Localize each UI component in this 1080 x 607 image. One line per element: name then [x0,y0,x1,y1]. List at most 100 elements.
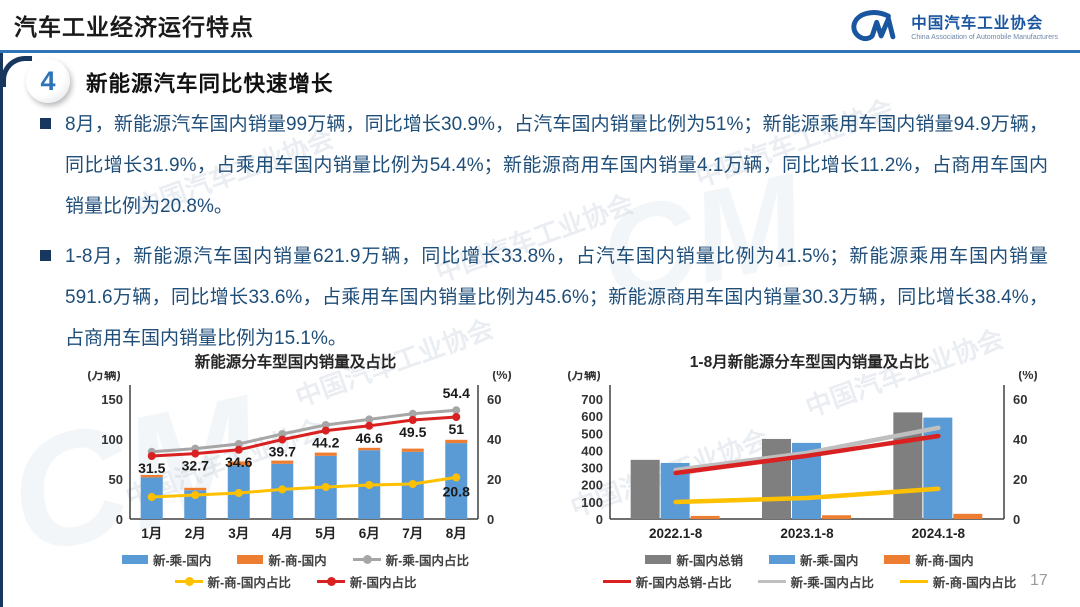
svg-text:40: 40 [487,432,501,447]
svg-text:0: 0 [1013,512,1020,527]
legend-line-swatch-icon [316,577,345,586]
svg-text:(万辆): (万辆) [567,371,600,382]
page-number: 17 [1030,572,1048,589]
legend-row: 新-商-国内占比 新-国内占比 [174,572,417,591]
legend-label: 新-国内总销-占比 [635,576,732,590]
svg-text:300: 300 [581,461,603,476]
bullet-august-text: 8月，新能源汽车国内销量99万辆，同比增长30.9%，占汽车国内销量比例为51%… [65,114,1048,217]
legend-item: 新-乘-国内占比 [352,550,469,569]
svg-text:600: 600 [581,409,603,424]
legend-item: 新-商-国内 [237,550,327,569]
page-title: 汽车工业经济运行特点 [14,14,254,40]
svg-text:54.4: 54.4 [443,385,470,401]
legend-bar-swatch-icon [645,555,672,564]
bullet-square-icon [40,118,51,129]
legend-bar-swatch-icon [884,555,911,564]
chart-monthly-nev: 新能源分车型国内销量及占比 0 50 100 150 0 20 40 60 (万辆) (%) 1月 2… [58,350,533,591]
section-title: 新能源汽车同比快速增长 [86,72,334,96]
svg-text:4月: 4月 [272,526,293,541]
legend-label: 新-乘-国内占比 [385,554,469,568]
legend-bar-swatch-icon [122,555,148,564]
section-number-badge: 4 [26,59,70,103]
svg-text:400: 400 [581,443,603,458]
svg-text:1月: 1月 [141,526,162,541]
chart-ytd-nev: 1-8月新能源分车型国内销量及占比 0 100 200 300 400 500 600 700… [552,350,1067,591]
svg-text:(%): (%) [492,371,511,382]
svg-text:(%): (%) [1018,371,1037,382]
legend-item: 新-商-国内占比 [174,572,291,591]
legend-label: 新-商-国内 [268,554,327,568]
legend-label: 新-乘-国内占比 [790,576,874,590]
legend-line-swatch-icon [602,577,631,586]
svg-text:49.5: 49.5 [399,424,426,440]
legend-item: 新-乘-国内 [769,550,858,569]
legend-line-swatch-icon [352,555,381,564]
legend-item: 新-商-国内占比 [899,572,1017,591]
caam-logo-text: 中国汽车工业协会 China Association of Automobile… [911,11,1058,41]
svg-text:51: 51 [448,421,464,437]
svg-text:2024.1-8: 2024.1-8 [912,526,966,541]
svg-text:6月: 6月 [359,526,380,541]
caam-logo-icon [851,10,896,42]
legend-label: 新-商-国内 [915,554,974,568]
legend-row: 新-乘-国内 新-商-国内 新-乘-国内占比 [122,550,469,569]
caam-logo: 中国汽车工业协会 China Association of Automobile… [845,8,1058,44]
legend-line-swatch-icon [174,577,203,586]
bullet-square-icon [40,250,51,261]
logo-name: 中国汽车工业协会 [911,15,1044,32]
svg-text:0: 0 [596,512,603,527]
svg-text:31.5: 31.5 [138,460,165,476]
svg-text:46.6: 46.6 [356,430,383,446]
svg-text:2023.1-8: 2023.1-8 [780,526,834,541]
legend-label: 新-乘-国内 [800,554,859,568]
legend-line-swatch-icon [899,577,928,586]
legend-item: 新-国内总销-占比 [602,572,732,591]
chart-monthly-canvas: 0 50 100 150 0 20 40 60 (万辆) (%) 1月 2月 3月 4月 5月 6月 7月 8月 5… [87,371,511,541]
svg-text:32.7: 32.7 [182,458,209,474]
svg-text:(万辆): (万辆) [87,371,120,382]
svg-text:60: 60 [1013,392,1027,407]
legend-item: 新-国内占比 [316,572,417,591]
svg-text:20: 20 [487,472,501,487]
svg-text:0: 0 [116,512,123,527]
chart-monthly-legend: 新-乘-国内 新-商-国内 新-乘-国内占比新-商-国内占比 新-国内占比 [58,550,533,591]
svg-text:700: 700 [581,392,603,407]
svg-text:100: 100 [101,432,123,447]
legend-bar-swatch-icon [769,555,795,564]
svg-text:20.8: 20.8 [443,483,470,499]
chart-ytd-legend: 新-国内总销 新-乘-国内 新-商-国内 新-国内总销-占比 新-乘-国内占比 新-商-国… [552,550,1067,591]
header-divider [0,50,1080,53]
chart-ytd-title: 1-8月新能源分车型国内销量及占比 [689,354,930,371]
legend-row: 新-国内总销-占比 新-乘-国内占比 新-商-国内占比 [602,572,1017,591]
svg-text:50: 50 [109,472,123,487]
svg-text:39.7: 39.7 [269,444,296,460]
svg-text:5月: 5月 [315,526,336,541]
svg-text:3月: 3月 [228,526,249,541]
svg-text:100: 100 [581,495,603,510]
legend-label: 新-商-国内占比 [932,576,1017,590]
legend-label: 新-商-国内占比 [207,576,291,590]
svg-text:60: 60 [487,392,501,407]
bullet-august: 8月，新能源汽车国内销量99万辆，同比增长30.9%，占汽车国内销量比例为51%… [40,104,1048,227]
svg-text:7月: 7月 [402,526,423,541]
bullet-jan-aug-text: 1-8月，新能源汽车国内销量621.9万辆，同比增长33.8%，占汽车国内销量比… [65,246,1048,349]
legend-item: 新-商-国内 [884,550,974,569]
svg-text:34.6: 34.6 [225,454,252,470]
legend-item: 新-乘-国内占比 [757,572,874,591]
legend-row: 新-国内总销 新-乘-国内 新-商-国内 [645,550,974,569]
bullet-jan-aug: 1-8月，新能源汽车国内销量621.9万辆，同比增长33.8%，占汽车国内销量比… [40,236,1048,359]
card-left-accent [0,53,3,607]
chart-monthly-title: 新能源分车型国内销量及占比 [194,354,397,371]
legend-item: 新-乘-国内 [122,550,211,569]
svg-text:2022.1-8: 2022.1-8 [649,526,703,541]
card-corner-accent [1,56,32,87]
svg-text:200: 200 [581,478,603,493]
svg-text:150: 150 [101,392,123,407]
legend-label: 新-乘-国内 [153,554,212,568]
svg-text:0: 0 [487,512,494,527]
legend-label: 新-国内占比 [349,576,417,590]
legend-bar-swatch-icon [237,555,264,564]
svg-text:44.2: 44.2 [312,435,339,451]
logo-subtitle: China Association of Automobile Manufact… [911,34,1058,41]
